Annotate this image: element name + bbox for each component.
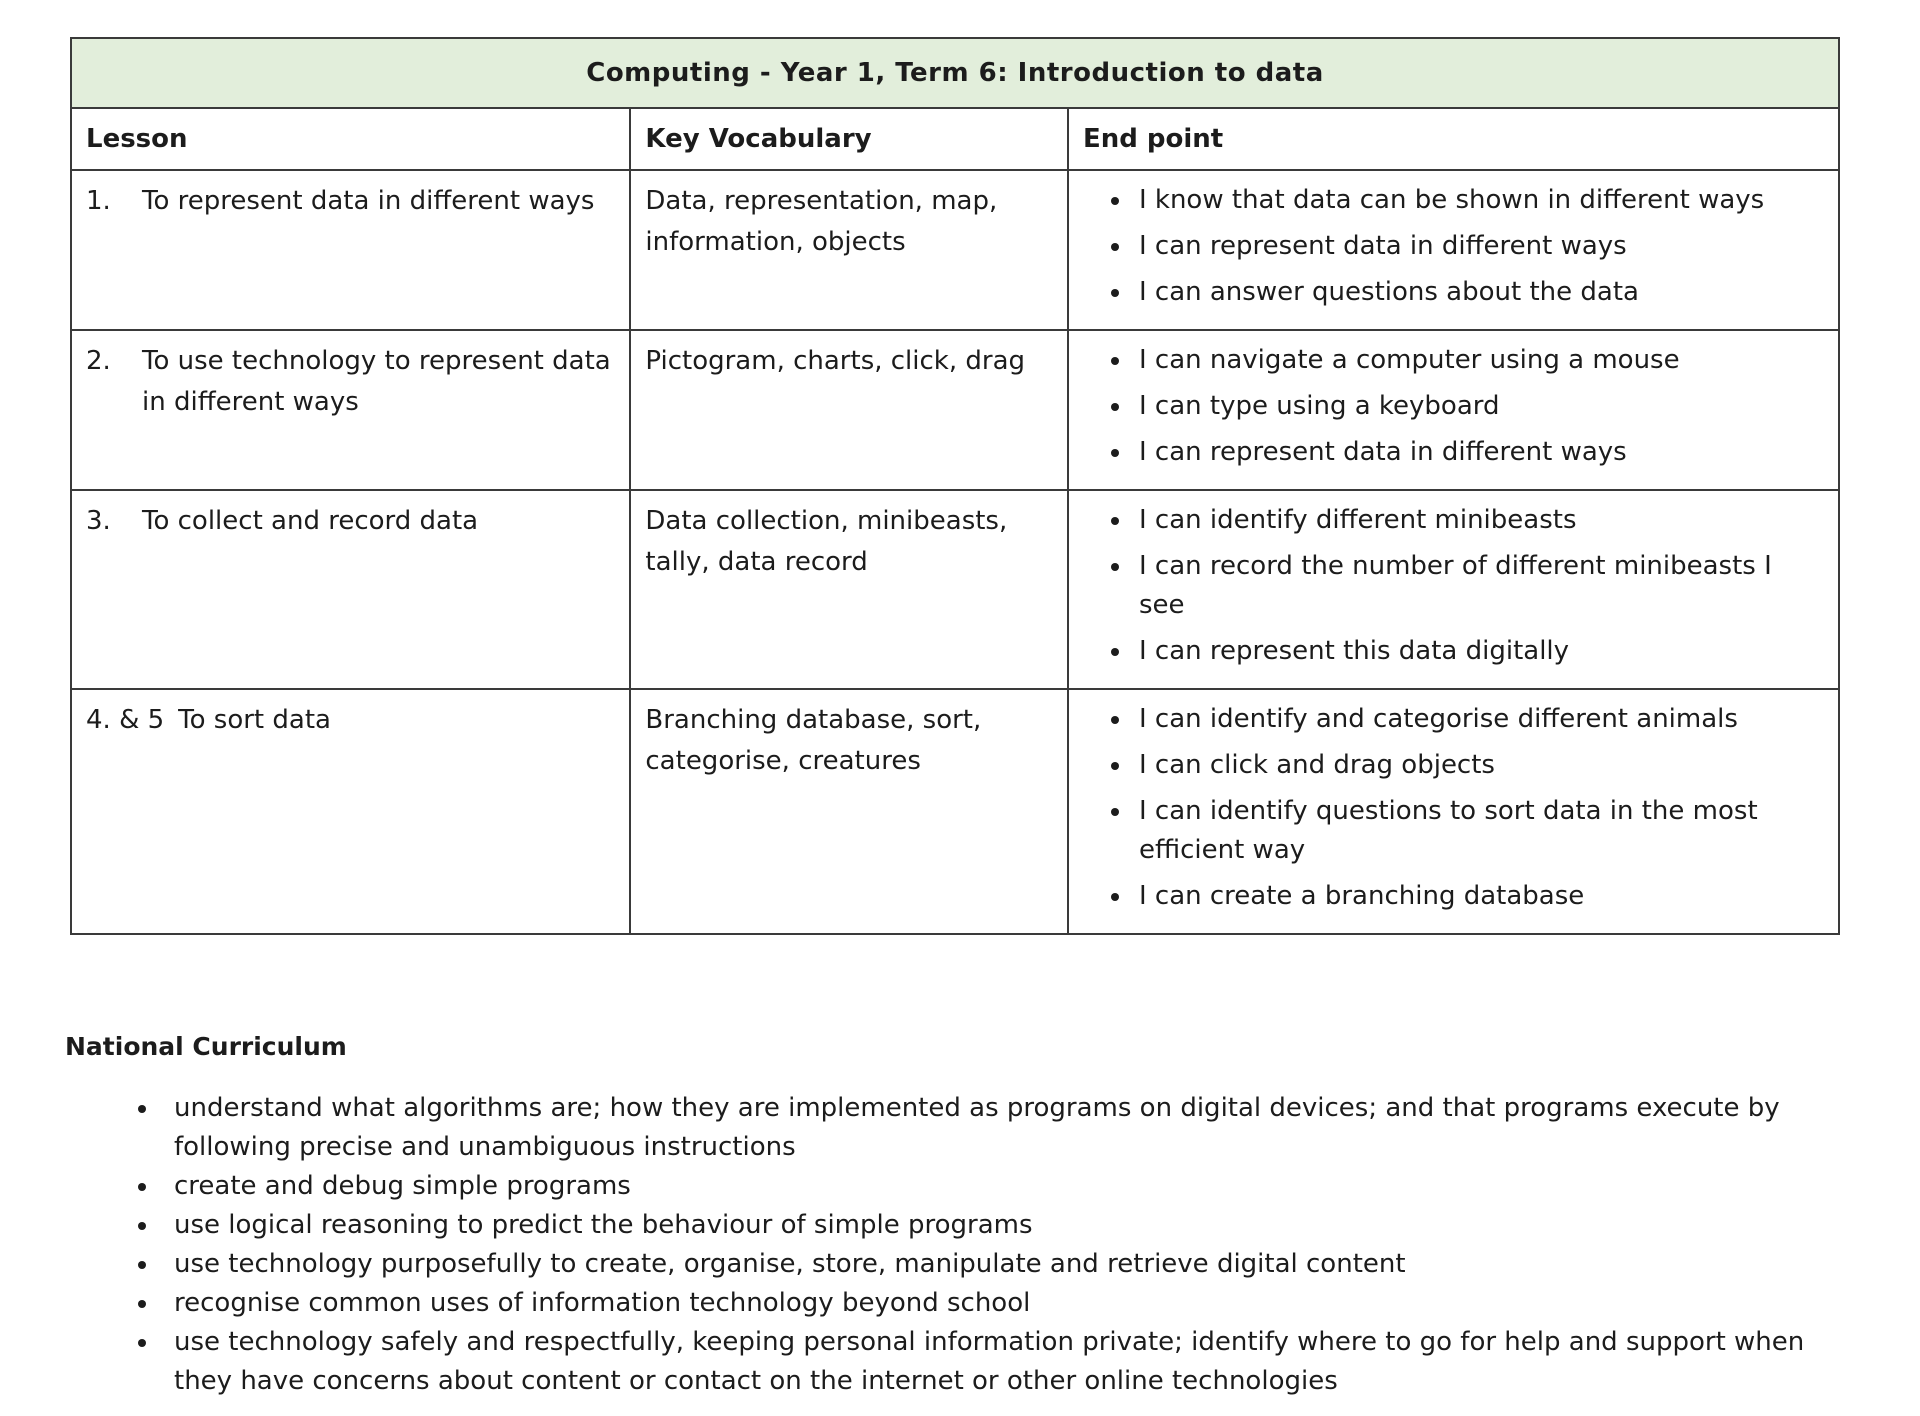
page-title: Computing - Year 1, Term 6: Introduction…	[70, 37, 1840, 109]
table-row: 4. & 5 To sort data Branching database, …	[69, 688, 1841, 936]
lesson-number: 4. & 5	[86, 705, 165, 736]
end-point-item: I can type using a keyboard	[1133, 387, 1824, 426]
national-curriculum-item: create and debug simple programs	[160, 1167, 1855, 1206]
lesson-table-body: 1. To represent data in different ways D…	[69, 169, 1841, 936]
lesson-title: To collect and record data	[142, 506, 479, 537]
end-point-item: I can create a branching database	[1133, 877, 1824, 916]
end-point-cell: I can identify different minibeasts I can…	[1066, 489, 1841, 691]
end-point-item: I know that data can be shown in differe…	[1133, 181, 1824, 220]
lesson-title: To sort data	[178, 705, 331, 736]
end-point-item: I can answer questions about the data	[1133, 273, 1824, 312]
end-point-item: I can identify different minibeasts	[1133, 501, 1824, 540]
end-point-item: I can identify and categorise different …	[1133, 700, 1824, 739]
lesson-cell: 2. To use technology to represent data i…	[69, 329, 632, 492]
national-curriculum-item: recognise common uses of information tec…	[160, 1284, 1855, 1323]
end-point-list: I can identify different minibeasts I can…	[1083, 501, 1824, 671]
national-curriculum-heading: National Curriculum	[65, 1032, 347, 1061]
end-point-item: I can represent data in different ways	[1133, 433, 1824, 472]
column-header-key-vocabulary: Key Vocabulary	[629, 106, 1069, 172]
vocabulary-cell: Branching database, sort, categorise, cr…	[629, 688, 1069, 936]
table-row: 1. To represent data in different ways D…	[69, 169, 1841, 332]
column-header-end-point: End point	[1066, 106, 1841, 172]
national-curriculum-item: use logical reasoning to predict the beh…	[160, 1206, 1855, 1245]
end-point-list: I can identify and categorise different …	[1083, 700, 1824, 916]
end-point-cell: I know that data can be shown in differe…	[1066, 169, 1841, 332]
national-curriculum-item: understand what algorithms are; how they…	[160, 1089, 1855, 1167]
national-curriculum-item: use technology safely and respectfully, …	[160, 1323, 1855, 1401]
end-point-cell: I can identify and categorise different …	[1066, 688, 1841, 936]
vocabulary-cell: Data collection, minibeasts, tally, data…	[629, 489, 1069, 691]
column-header-row: Lesson Key Vocabulary End point	[69, 106, 1841, 172]
end-point-item: I can represent this data digitally	[1133, 632, 1824, 671]
end-point-list: I know that data can be shown in differe…	[1083, 181, 1824, 312]
national-curriculum-list: understand what algorithms are; how they…	[65, 1089, 1855, 1401]
end-point-item: I can identify questions to sort data in…	[1133, 792, 1824, 870]
curriculum-table: Computing - Year 1, Term 6: Introduction…	[69, 37, 1841, 936]
end-point-item: I can click and drag objects	[1133, 746, 1824, 785]
lesson-number: 3.	[86, 506, 111, 537]
lesson-cell: 4. & 5 To sort data	[69, 688, 632, 936]
vocabulary-cell: Data, representation, map, information, …	[629, 169, 1069, 332]
end-point-item: I can navigate a computer using a mouse	[1133, 341, 1824, 380]
table-row: 2. To use technology to represent data i…	[69, 329, 1841, 492]
end-point-item: I can represent data in different ways	[1133, 227, 1824, 266]
national-curriculum-section: National Curriculum understand what algo…	[65, 1032, 1855, 1401]
end-point-list: I can navigate a computer using a mouse I…	[1083, 341, 1824, 472]
vocabulary-cell: Pictogram, charts, click, drag	[629, 329, 1069, 492]
lesson-cell: 3. To collect and record data	[69, 489, 632, 691]
national-curriculum-item: use technology purposefully to create, o…	[160, 1245, 1855, 1284]
lesson-number: 2.	[86, 346, 111, 377]
lesson-number: 1.	[86, 186, 111, 217]
lesson-cell: 1. To represent data in different ways	[69, 169, 632, 332]
column-header-lesson: Lesson	[69, 106, 632, 172]
end-point-cell: I can navigate a computer using a mouse I…	[1066, 329, 1841, 492]
lesson-title: To use technology to represent data in d…	[142, 346, 611, 417]
table-title-row: Computing - Year 1, Term 6: Introduction…	[70, 37, 1840, 109]
table-row: 3. To collect and record data Data colle…	[69, 489, 1841, 691]
lesson-title: To represent data in different ways	[142, 186, 595, 217]
end-point-item: I can record the number of different min…	[1133, 547, 1824, 625]
